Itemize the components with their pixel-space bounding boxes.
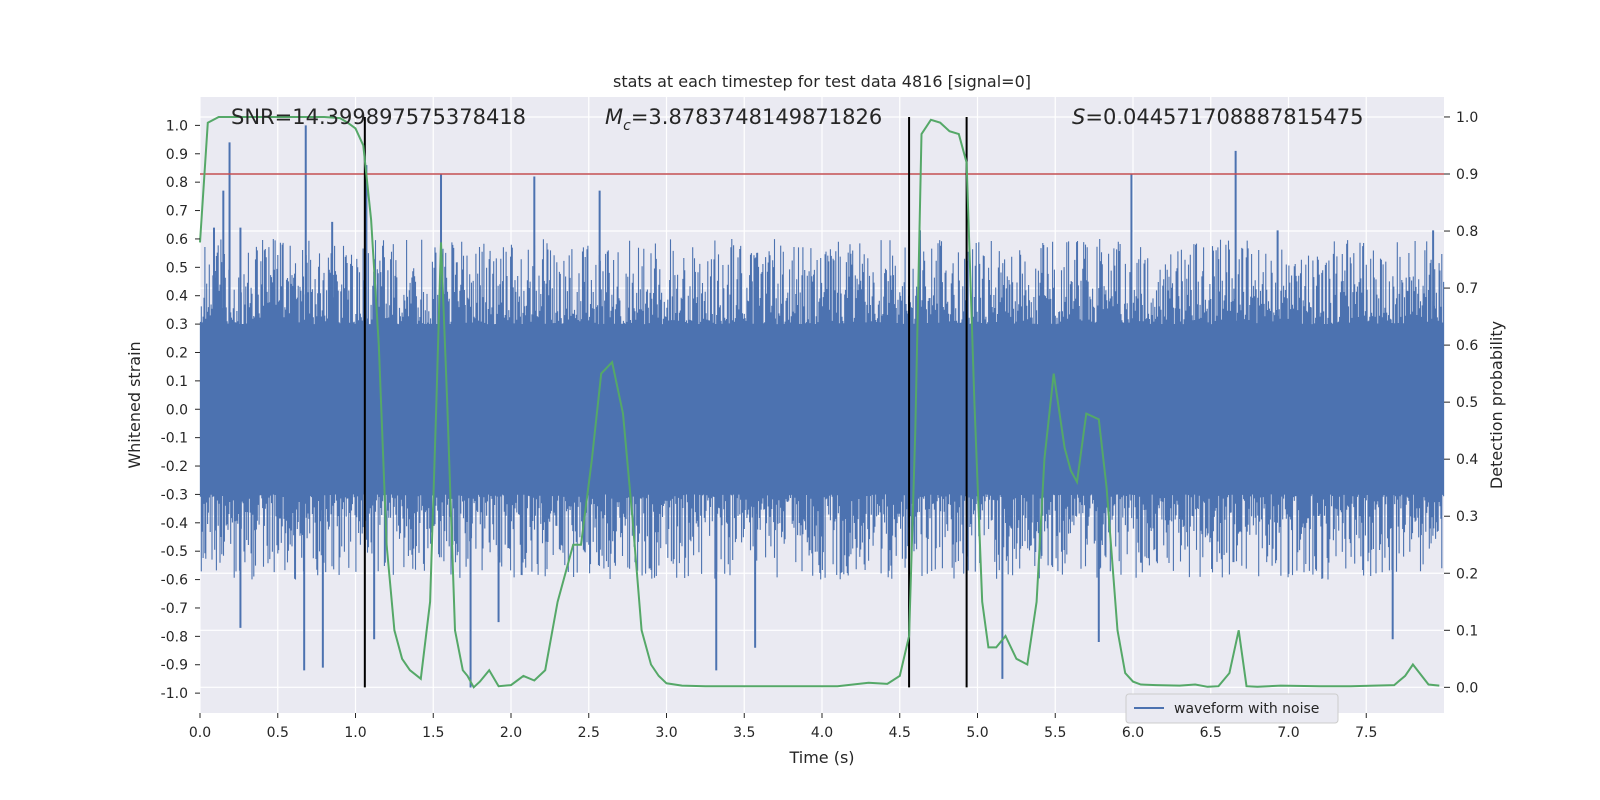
y-left-tick-label: 0.1: [166, 374, 188, 390]
y-left-tick-label: 0.6: [166, 232, 188, 248]
chirp-mass-annotation: Mc=3.8783748149871826: [605, 105, 882, 134]
x-tick-label: 6.5: [1200, 725, 1222, 741]
x-tick-label: 1.5: [422, 725, 444, 741]
detection-probability-line: [199, 116, 1440, 689]
y-right-tick-label: 0.3: [1456, 509, 1478, 525]
x-tick-label: 5.5: [1044, 725, 1066, 741]
x-tick-label: 4.0: [811, 725, 833, 741]
y-left-tick-label: -0.9: [161, 658, 188, 674]
y-left-tick-label: 0.0: [166, 402, 188, 418]
chart-title: stats at each timestep for test data 481…: [613, 72, 1031, 91]
y-left-tick-label: 0.3: [166, 317, 188, 333]
x-tick-label: 7.5: [1355, 725, 1377, 741]
y-left-tick-label: 0.4: [166, 289, 188, 305]
y-right-tick-label: 0.2: [1456, 566, 1478, 582]
chirp-mass-subscript: c: [623, 118, 631, 134]
y-right-tick-label: 0.9: [1456, 167, 1478, 183]
waveform-trace: [199, 239, 1445, 580]
x-tick-label: 3.5: [733, 725, 755, 741]
y-right-tick-label: 0.1: [1456, 623, 1478, 639]
y-left-tick-label: 0.9: [166, 147, 188, 163]
y-left-tick-label: -0.1: [161, 431, 188, 447]
y-right-tick-label: 0.7: [1456, 281, 1478, 297]
y-left-tick-label: -0.7: [161, 601, 188, 617]
legend-box: [1125, 693, 1339, 724]
y-left-tick-label: -1.0: [161, 686, 188, 702]
legend-label: waveform with noise: [1174, 701, 1319, 717]
y-left-tick-label: 0.7: [166, 204, 188, 220]
y-right-axis-ticks: 1.0 0.9 0.8 0.7 0.6 0.5 0.4 0.3 0.2 0.1 0.0: [1444, 110, 1478, 696]
x-tick-label: 0.0: [189, 725, 211, 741]
x-tick-label: 5.0: [966, 725, 988, 741]
y-right-axis-title: Detection probability: [1487, 321, 1506, 489]
y-right-tick-label: 0.5: [1456, 395, 1478, 411]
y-left-axis-ticks: 1.0 0.9 0.8 0.7 0.6 0.5 0.4 0.3 0.2 0.1 0.0 -0.1 -0.…: [161, 118, 200, 702]
x-tick-label: 1.0: [344, 725, 366, 741]
chirp-mass-symbol: M: [605, 105, 623, 129]
y-right-tick-label: 0.6: [1456, 338, 1478, 354]
y-right-tick-label: 0.0: [1456, 680, 1478, 696]
x-tick-label: 2.0: [500, 725, 522, 741]
s-value: =0.044571708887815475: [1085, 105, 1363, 129]
y-left-tick-label: 0.2: [166, 345, 188, 361]
y-left-tick-label: -0.5: [161, 544, 188, 560]
x-tick-label: 3.0: [655, 725, 677, 741]
x-tick-label: 7.0: [1277, 725, 1299, 741]
snr-annotation: SNR=14.399897575378418: [231, 105, 526, 129]
waveform-series: [199, 125, 1445, 688]
x-tick-label: 2.5: [578, 725, 600, 741]
y-left-tick-label: -0.6: [161, 573, 188, 589]
y-right-tick-label: 1.0: [1456, 110, 1478, 126]
y-left-tick-label: -0.8: [161, 629, 188, 645]
y-left-axis-title: Whitened strain: [125, 341, 144, 468]
overlay-lines: [200, 116, 1444, 688]
chirp-mass-value: =3.8783748149871826: [631, 105, 882, 129]
probability-series: [199, 116, 1440, 689]
s-annotation: S=0.044571708887815475: [1072, 105, 1363, 129]
y-left-tick-label: -0.4: [161, 516, 188, 532]
y-left-tick-label: 0.5: [166, 260, 188, 276]
y-left-tick-label: -0.3: [161, 487, 188, 503]
x-axis-ticks: 0.0 0.5 1.0 1.5 2.0 2.5 3.0 3.5 4.0 4.5 5.0 5.5 6.0 6…: [189, 713, 1377, 741]
y-left-tick-label: 0.8: [166, 175, 188, 191]
legend: waveform with noise: [1125, 693, 1339, 724]
x-tick-label: 4.5: [889, 725, 911, 741]
x-axis-title: Time (s): [788, 748, 854, 767]
y-right-tick-label: 0.4: [1456, 452, 1478, 468]
y-left-tick-label: 1.0: [166, 118, 188, 134]
y-left-tick-label: -0.2: [161, 459, 188, 475]
x-tick-label: 0.5: [267, 725, 289, 741]
y-right-tick-label: 0.8: [1456, 224, 1478, 240]
x-tick-label: 6.0: [1122, 725, 1144, 741]
s-symbol: S: [1072, 105, 1085, 129]
